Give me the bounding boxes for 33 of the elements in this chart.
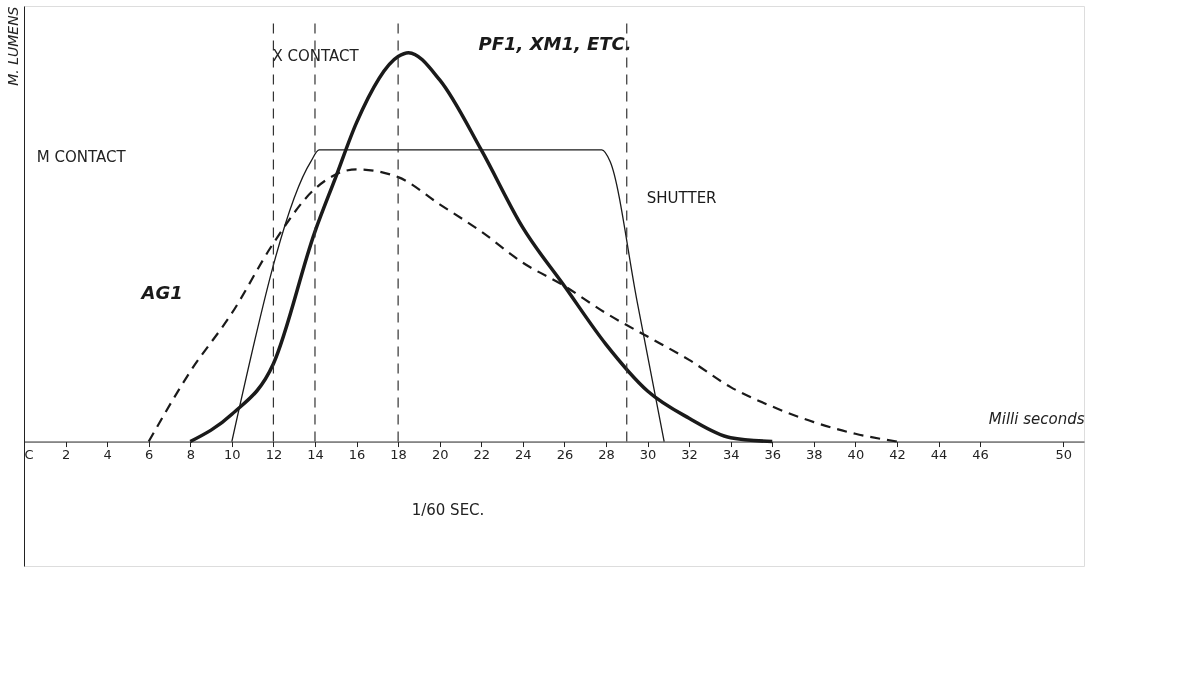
x-tick-label: 22 (473, 447, 491, 463)
x-tick-label: 30 (639, 447, 657, 463)
x-tick-label: C (24, 447, 34, 463)
x-tick-label: 18 (390, 447, 407, 463)
text: AG1 (139, 282, 183, 304)
x-tick-label: 24 (515, 447, 532, 463)
x-tick-label: 34 (722, 447, 740, 463)
x-tick-label: 44 (930, 447, 948, 463)
y-axis-title: M. LUMENS (4, 6, 21, 86)
text: 1/60 SEC. (411, 501, 485, 519)
x-tick-label: 16 (348, 447, 366, 463)
x-tick-label: 32 (681, 447, 698, 463)
x-tick-label: 28 (598, 447, 615, 463)
x-tick-label: 8 (186, 447, 195, 463)
x-tick-label: 38 (806, 447, 823, 463)
x-tick-label: 4 (103, 447, 112, 463)
x-tick-label: 20 (431, 447, 449, 463)
x-tick-label: 2 (61, 447, 71, 463)
x-tick-label: 46 (972, 447, 989, 463)
x-tick-label: 36 (764, 447, 782, 463)
text: PF1, XM1, ETC. (478, 32, 632, 54)
series-label: SHUTTER (646, 188, 717, 207)
x-tick-label: 10 (224, 447, 241, 463)
annotation: X CONTACT (272, 47, 360, 66)
x-tick-label: 14 (307, 447, 324, 463)
x-tick-label: 26 (556, 447, 574, 463)
x-tick-label: 6 (145, 447, 154, 463)
x-tick-label: 12 (265, 447, 283, 463)
annotation: M CONTACT (36, 148, 127, 167)
x-tick-label: 40 (847, 447, 865, 463)
x-tick-label: 50 (1055, 447, 1072, 463)
x-axis-title: Milli seconds (988, 410, 1085, 429)
x-tick-label: 42 (889, 447, 906, 463)
